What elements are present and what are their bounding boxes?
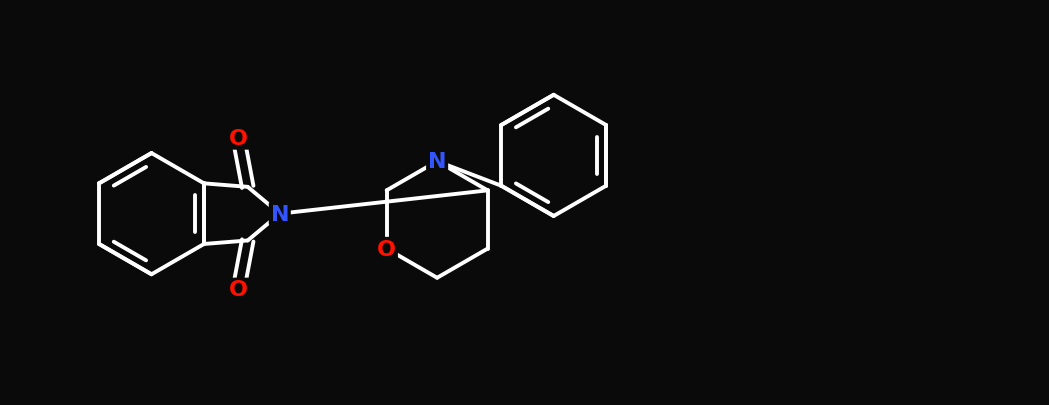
Text: O: O [229, 280, 248, 300]
Text: O: O [378, 239, 397, 259]
Text: O: O [229, 128, 248, 149]
Text: N: N [271, 204, 290, 224]
Text: N: N [428, 152, 447, 172]
